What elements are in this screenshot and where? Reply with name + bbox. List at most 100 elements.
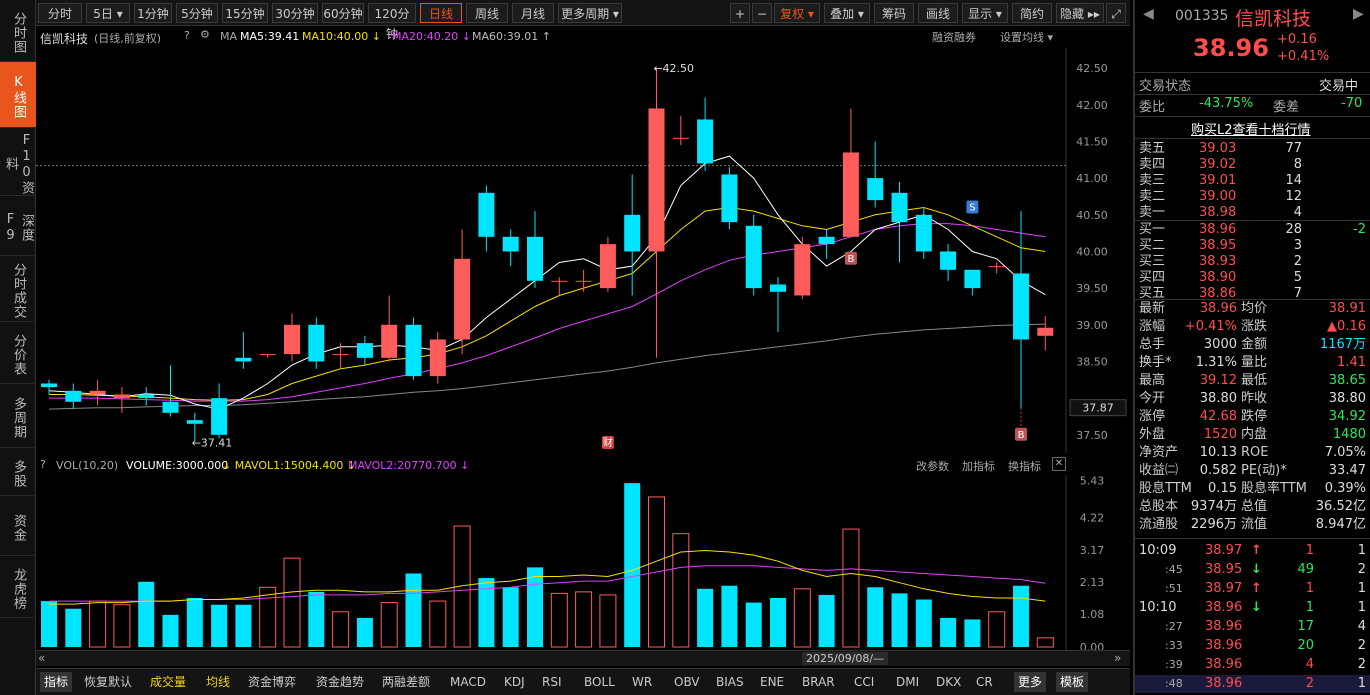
candle[interactable]	[332, 343, 349, 369]
indicator-tab-5[interactable]: 资金趋势	[316, 675, 365, 689]
candle[interactable]	[770, 277, 786, 333]
leftnav-item-1[interactable]: K线图	[0, 62, 36, 128]
display-button[interactable]: 显示 ▾	[962, 3, 1008, 23]
zoom-in-button[interactable]: +	[730, 3, 750, 23]
candle[interactable]	[940, 244, 957, 281]
close-icon[interactable]: ✕	[1052, 457, 1066, 471]
leftnav-item-6[interactable]: 多周期	[0, 384, 36, 448]
candle[interactable]	[527, 211, 543, 289]
volume-bar[interactable]	[867, 587, 884, 647]
buy-badge[interactable]: B	[847, 254, 854, 265]
period-15min[interactable]: 15分钟	[222, 3, 268, 23]
candle[interactable]	[259, 354, 276, 358]
margin-link[interactable]: 融资融券	[932, 31, 976, 44]
volume-bar[interactable]	[502, 587, 519, 647]
candle[interactable]	[41, 379, 57, 395]
prev-stock-icon[interactable]: ◀	[1143, 6, 1154, 22]
volume-bar[interactable]	[891, 593, 908, 647]
leftnav-item-4[interactable]: 分时成交	[0, 256, 36, 322]
volume-bar[interactable]	[770, 597, 786, 647]
candle[interactable]	[502, 229, 519, 267]
indicator-tab-1[interactable]: 恢复默认	[84, 675, 133, 689]
volume-bar[interactable]	[453, 525, 471, 648]
candle[interactable]	[842, 108, 859, 237]
leftnav-item-8[interactable]: 资金	[0, 496, 36, 556]
volume-bar[interactable]	[429, 600, 447, 648]
candle[interactable]	[284, 313, 300, 362]
ask-row[interactable]: 卖二 39.00 12	[1135, 188, 1370, 206]
scroll-left-icon[interactable]: «	[38, 651, 46, 665]
volume-bar[interactable]	[964, 619, 981, 647]
candle[interactable]	[405, 317, 422, 380]
bid-row[interactable]: 买四 38.90 5	[1135, 269, 1370, 287]
gear-icon[interactable]: ⚙	[200, 28, 210, 41]
volume-bar[interactable]	[380, 602, 398, 648]
indicator-tab-19[interactable]: CR	[976, 675, 993, 689]
indicator-tab-3[interactable]: 均线	[206, 675, 231, 689]
candle[interactable]	[235, 332, 252, 369]
simple-button[interactable]: 简约	[1012, 3, 1052, 23]
candle[interactable]	[138, 387, 155, 406]
bid-row[interactable]: 买二 38.95 3	[1135, 237, 1370, 255]
period-60min[interactable]: 60分钟	[322, 3, 364, 23]
indicator-tab-2[interactable]: 成交量	[150, 675, 187, 689]
candle[interactable]	[648, 68, 665, 358]
volume-bar[interactable]	[940, 617, 957, 647]
zoom-out-button[interactable]: −	[752, 3, 772, 23]
volume-bar[interactable]	[988, 611, 1006, 648]
fuquan-button[interactable]: 复权 ▾	[774, 3, 820, 23]
volume-bar[interactable]	[1036, 637, 1054, 648]
indicator-tab-11[interactable]: WR	[632, 675, 653, 689]
volume-bar[interactable]	[721, 585, 738, 647]
change-params-link[interactable]: 改参数	[916, 460, 949, 473]
candle[interactable]	[113, 387, 130, 413]
chips-button[interactable]: 筹码	[874, 3, 914, 23]
volume-bar[interactable]	[527, 567, 543, 647]
volume-bar[interactable]	[41, 601, 57, 647]
vol-question-icon[interactable]: ?	[40, 458, 46, 471]
candle[interactable]	[65, 383, 82, 410]
indicator-tab-6[interactable]: 两融差额	[382, 675, 431, 689]
candle[interactable]	[162, 365, 179, 417]
volume-bar[interactable]	[186, 597, 203, 647]
indicator-tab-17[interactable]: DMI	[896, 675, 920, 689]
volume-bar[interactable]	[283, 557, 301, 648]
cai-badge[interactable]: 财	[603, 436, 613, 449]
candle[interactable]	[308, 317, 325, 369]
candle[interactable]	[575, 269, 592, 292]
volume-bar[interactable]	[842, 528, 860, 648]
indicator-tab-9[interactable]: RSI	[542, 675, 562, 689]
candle[interactable]	[89, 379, 106, 406]
candle[interactable]	[356, 335, 373, 366]
volume-bar[interactable]	[697, 588, 714, 647]
candle[interactable]	[429, 332, 446, 384]
candle[interactable]	[697, 97, 714, 171]
volume-bar[interactable]	[356, 617, 373, 647]
volume-bar[interactable]	[89, 600, 107, 648]
indicator-tab-4[interactable]: 资金博弈	[248, 675, 297, 689]
candle[interactable]	[964, 269, 981, 296]
leftnav-item-0[interactable]: 分时图	[0, 0, 36, 62]
leftnav-item-7[interactable]: 多股	[0, 448, 36, 496]
l2-link[interactable]: 购买L2查看十档行情	[1191, 123, 1311, 138]
volume-bar[interactable]	[745, 602, 762, 647]
volume-bar[interactable]	[235, 604, 252, 647]
ask-row[interactable]: 卖三 39.01 14	[1135, 172, 1370, 190]
volume-bar[interactable]	[915, 599, 932, 647]
volume-bar[interactable]	[138, 581, 155, 647]
volume-bar[interactable]	[478, 578, 495, 647]
ask-row[interactable]: 卖五 39.03 77	[1135, 140, 1370, 158]
candle[interactable]	[1013, 211, 1029, 408]
volume-bar[interactable]	[672, 533, 690, 648]
candle[interactable]	[1037, 316, 1054, 351]
volume-chart[interactable]: 5.434.223.172.131.080.000809	[36, 475, 1130, 666]
candle[interactable]	[551, 277, 568, 296]
candle[interactable]	[891, 181, 908, 263]
overlay-button[interactable]: 叠加 ▾	[824, 3, 870, 23]
indicator-tab-7[interactable]: MACD	[450, 675, 486, 689]
bid-row[interactable]: 买一 38.96 28 -2	[1135, 221, 1370, 239]
candle[interactable]	[599, 236, 616, 292]
period-1min[interactable]: 1分钟	[134, 3, 172, 23]
indicator-tab-13[interactable]: BIAS	[716, 675, 744, 689]
set-ma-link[interactable]: 设置均线 ▾	[1000, 31, 1054, 44]
